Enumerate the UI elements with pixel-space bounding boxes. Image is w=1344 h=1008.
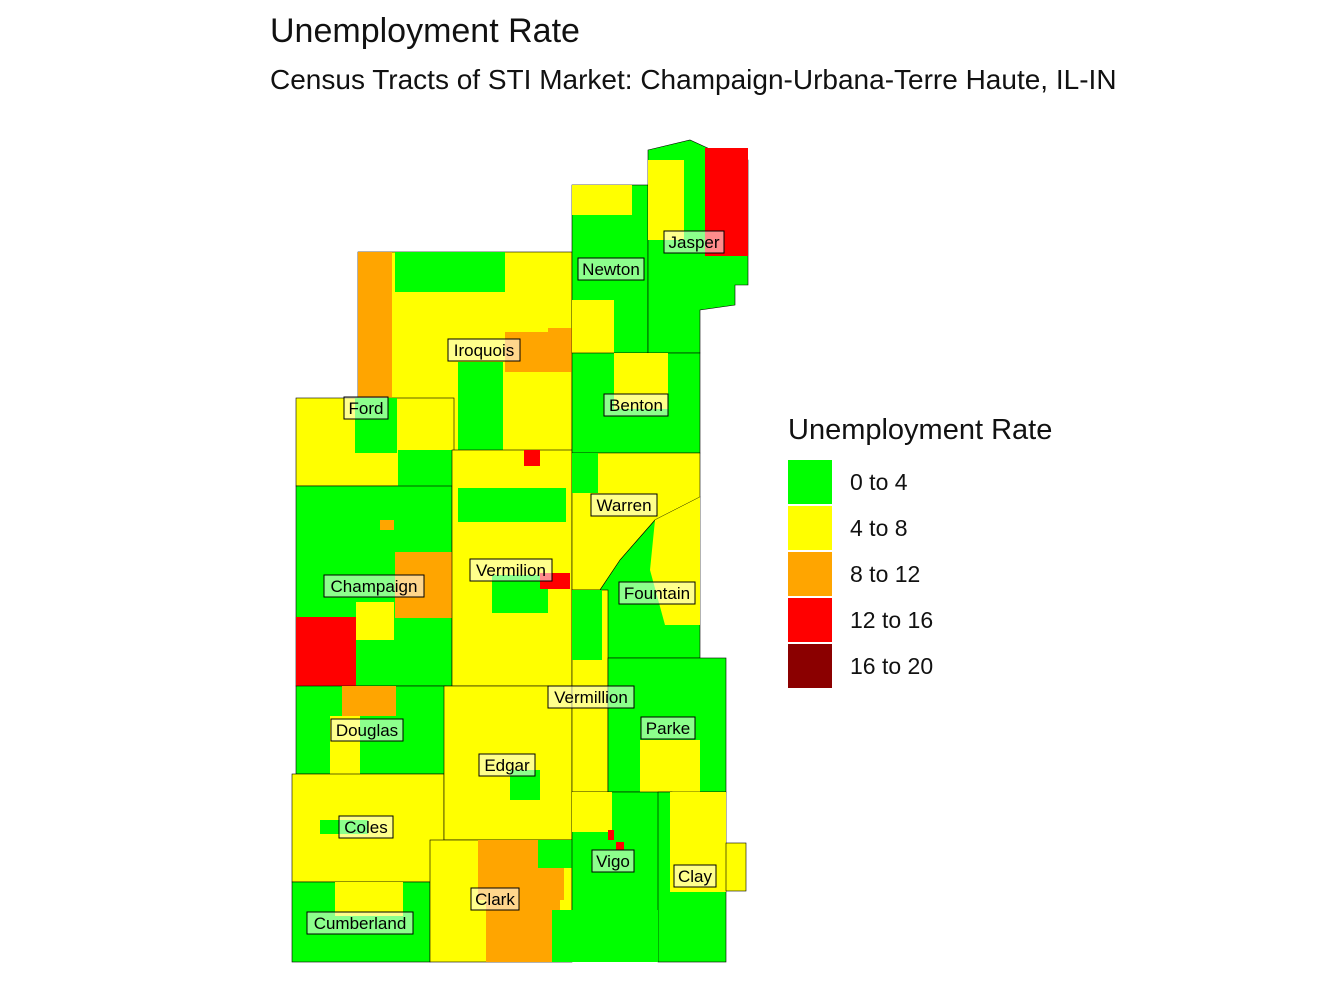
county-vigo	[571, 791, 673, 925]
legend-item: 0 to 4	[788, 459, 1052, 505]
svg-text:Vermilion: Vermilion	[476, 561, 546, 580]
svg-text:Benton: Benton	[609, 396, 663, 415]
svg-text:Fountain: Fountain	[624, 584, 690, 603]
label-vermilion: Vermilion	[469, 558, 553, 582]
legend-swatch	[788, 506, 832, 550]
svg-text:Parke: Parke	[646, 719, 690, 738]
svg-text:Newton: Newton	[582, 260, 640, 279]
map-legend: Unemployment Rate 0 to 4 4 to 8 8 to 12 …	[788, 414, 1052, 689]
label-clay: Clay	[673, 864, 717, 888]
svg-text:Vigo: Vigo	[596, 852, 630, 871]
label-iroquois: Iroquois	[447, 338, 521, 362]
label-fountain: Fountain	[618, 581, 696, 605]
legend-swatch	[788, 644, 832, 688]
legend-label: 0 to 4	[850, 468, 908, 495]
svg-text:Clay: Clay	[678, 867, 713, 886]
label-newton: Newton	[577, 257, 645, 281]
label-jasper: Jasper	[663, 230, 725, 254]
svg-text:Warren: Warren	[596, 496, 651, 515]
legend-label: 4 to 8	[850, 514, 908, 541]
label-vigo: Vigo	[591, 849, 635, 873]
legend-item: 16 to 20	[788, 643, 1052, 689]
svg-text:Edgar: Edgar	[484, 756, 530, 775]
legend-title: Unemployment Rate	[788, 414, 1053, 446]
legend-swatch	[788, 460, 832, 504]
county-ford	[295, 397, 455, 487]
svg-text:Cumberland: Cumberland	[314, 914, 407, 933]
label-edgar: Edgar	[478, 753, 536, 777]
legend-item: 12 to 16	[788, 597, 1052, 643]
legend-label: 12 to 16	[850, 606, 934, 633]
label-benton: Benton	[603, 393, 669, 417]
svg-text:Clark: Clark	[475, 890, 515, 909]
svg-text:Ford: Ford	[349, 399, 384, 418]
label-parke: Parke	[640, 716, 696, 740]
svg-text:Douglas: Douglas	[336, 721, 398, 740]
county-champaign	[295, 485, 453, 687]
map-title: Unemployment Rate	[270, 12, 580, 50]
svg-text:Jasper: Jasper	[668, 233, 719, 252]
county-iroquois	[357, 251, 573, 453]
legend-swatch	[788, 552, 832, 596]
legend-item: 4 to 8	[788, 505, 1052, 551]
label-ford: Ford	[343, 396, 389, 420]
label-champaign: Champaign	[323, 574, 425, 598]
legend-label: 8 to 12	[850, 560, 921, 587]
county-vigo-south	[552, 910, 658, 962]
label-cumberland: Cumberland	[306, 911, 414, 935]
legend-item: 8 to 12	[788, 551, 1052, 597]
svg-text:Coles: Coles	[344, 818, 387, 837]
map-subtitle: Census Tracts of STI Market: Champaign-U…	[270, 64, 1117, 95]
legend-swatch	[788, 598, 832, 642]
svg-text:Vermillion: Vermillion	[554, 688, 628, 707]
label-douglas: Douglas	[330, 718, 404, 742]
county-clark	[429, 839, 573, 963]
label-vermillion: Vermillion	[547, 685, 635, 709]
svg-text:Champaign: Champaign	[331, 577, 418, 596]
label-warren: Warren	[590, 493, 658, 517]
label-clark: Clark	[470, 887, 520, 911]
label-coles: Coles	[338, 815, 394, 839]
legend-label: 16 to 20	[850, 652, 934, 679]
svg-text:Iroquois: Iroquois	[454, 341, 514, 360]
